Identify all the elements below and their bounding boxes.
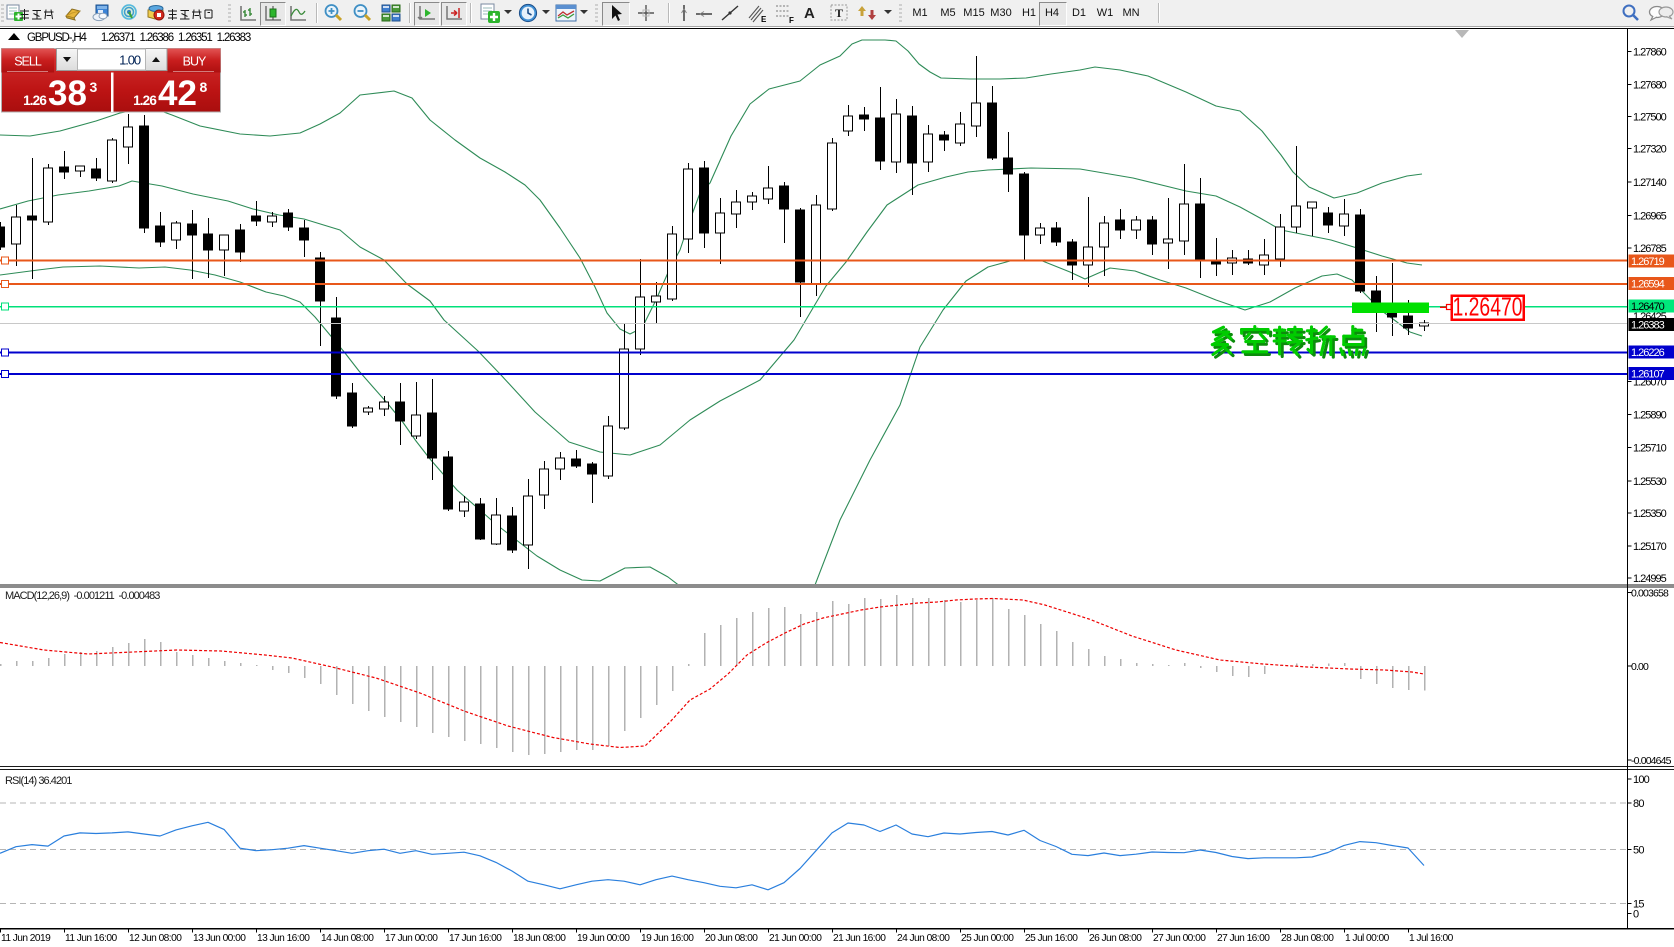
svg-text:1.26383: 1.26383 xyxy=(1631,320,1665,332)
svg-text:12 Jun 08:00: 12 Jun 08:00 xyxy=(129,933,182,944)
svg-text:0: 0 xyxy=(1633,909,1639,921)
svg-text:1.26470: 1.26470 xyxy=(1453,293,1523,321)
svg-text:25 Jun 16:00: 25 Jun 16:00 xyxy=(1025,933,1078,944)
svg-text:RSI(14) 36.4201: RSI(14) 36.4201 xyxy=(5,775,72,787)
svg-text:14 Jun 08:00: 14 Jun 08:00 xyxy=(321,933,374,944)
svg-text:1.25350: 1.25350 xyxy=(1633,508,1667,520)
svg-text:1.26965: 1.26965 xyxy=(1633,211,1667,223)
svg-text:0.00: 0.00 xyxy=(1631,661,1649,673)
svg-text:BUY: BUY xyxy=(183,55,207,69)
svg-text:20 Jun 08:00: 20 Jun 08:00 xyxy=(705,933,758,944)
svg-text:1.26226: 1.26226 xyxy=(1631,347,1665,359)
svg-text:11 Jun 2019: 11 Jun 2019 xyxy=(1,933,51,944)
svg-text:1.26594: 1.26594 xyxy=(1631,279,1665,291)
svg-text:13 Jun 16:00: 13 Jun 16:00 xyxy=(257,933,310,944)
svg-text:1.25530: 1.25530 xyxy=(1633,476,1667,488)
svg-text:15: 15 xyxy=(1633,899,1644,911)
svg-text:MACD(12,26,9) -0.001211 -0.000: MACD(12,26,9) -0.001211 -0.000483 xyxy=(5,590,160,602)
svg-text:E: E xyxy=(761,15,767,24)
svg-text:24 Jun 08:00: 24 Jun 08:00 xyxy=(897,933,950,944)
svg-text:50: 50 xyxy=(1633,845,1644,857)
svg-text:1.25710: 1.25710 xyxy=(1633,443,1667,455)
svg-text:1.26719: 1.26719 xyxy=(1631,256,1665,268)
svg-text:19 Jun 16:00: 19 Jun 16:00 xyxy=(641,933,694,944)
svg-text:1.27320: 1.27320 xyxy=(1633,144,1667,156)
svg-text:17 Jun 16:00: 17 Jun 16:00 xyxy=(449,933,502,944)
svg-text:SELL: SELL xyxy=(14,55,42,69)
svg-text:1.24995: 1.24995 xyxy=(1633,573,1667,585)
svg-text:8: 8 xyxy=(200,79,208,95)
svg-text:1.26107: 1.26107 xyxy=(1631,369,1665,381)
svg-text:26 Jun 08:00: 26 Jun 08:00 xyxy=(1089,933,1142,944)
svg-text:1.00: 1.00 xyxy=(119,53,141,68)
svg-text:1.26785: 1.26785 xyxy=(1633,243,1667,255)
svg-text:17 Jun 00:00: 17 Jun 00:00 xyxy=(385,933,438,944)
svg-text:1.27860: 1.27860 xyxy=(1633,47,1667,59)
svg-text:1.26: 1.26 xyxy=(133,93,157,108)
svg-text:1 Jul 00:00: 1 Jul 00:00 xyxy=(1345,933,1390,944)
svg-text:21 Jun 00:00: 21 Jun 00:00 xyxy=(769,933,822,944)
svg-text:19 Jun 00:00: 19 Jun 00:00 xyxy=(577,933,630,944)
svg-text:11 Jun 16:00: 11 Jun 16:00 xyxy=(65,933,117,944)
svg-text:1.26470: 1.26470 xyxy=(1631,301,1665,313)
svg-text:F: F xyxy=(789,16,794,24)
svg-text:1.25890: 1.25890 xyxy=(1633,410,1667,422)
svg-text:1.27140: 1.27140 xyxy=(1633,177,1667,189)
svg-text:28 Jun 08:00: 28 Jun 08:00 xyxy=(1281,933,1334,944)
svg-text:GBPUSD-,H4 1.26371 1.26386 1: GBPUSD-,H4 1.26371 1.26386 1.26351 1.263… xyxy=(27,32,251,44)
svg-text:13 Jun 00:00: 13 Jun 00:00 xyxy=(193,933,246,944)
svg-text:T: T xyxy=(835,6,843,20)
svg-text:-0.004645: -0.004645 xyxy=(1631,755,1672,767)
svg-text:25 Jun 00:00: 25 Jun 00:00 xyxy=(961,933,1014,944)
svg-text:42: 42 xyxy=(158,74,197,113)
svg-text:80: 80 xyxy=(1633,798,1644,810)
svg-text:0.003658: 0.003658 xyxy=(1631,588,1669,600)
svg-text:38: 38 xyxy=(48,74,87,113)
svg-text:3: 3 xyxy=(90,79,98,95)
svg-text:27 Jun 16:00: 27 Jun 16:00 xyxy=(1217,933,1270,944)
svg-text:27 Jun 00:00: 27 Jun 00:00 xyxy=(1153,933,1206,944)
svg-text:1.27680: 1.27680 xyxy=(1633,80,1667,92)
svg-text:100: 100 xyxy=(1633,774,1650,786)
svg-text:1.25170: 1.25170 xyxy=(1633,541,1667,553)
svg-text:1 Jul 16:00: 1 Jul 16:00 xyxy=(1409,933,1454,944)
svg-text:18 Jun 08:00: 18 Jun 08:00 xyxy=(513,933,566,944)
svg-text:1.26: 1.26 xyxy=(23,93,47,108)
svg-text:1.27500: 1.27500 xyxy=(1633,112,1667,124)
svg-text:21 Jun 16:00: 21 Jun 16:00 xyxy=(833,933,886,944)
